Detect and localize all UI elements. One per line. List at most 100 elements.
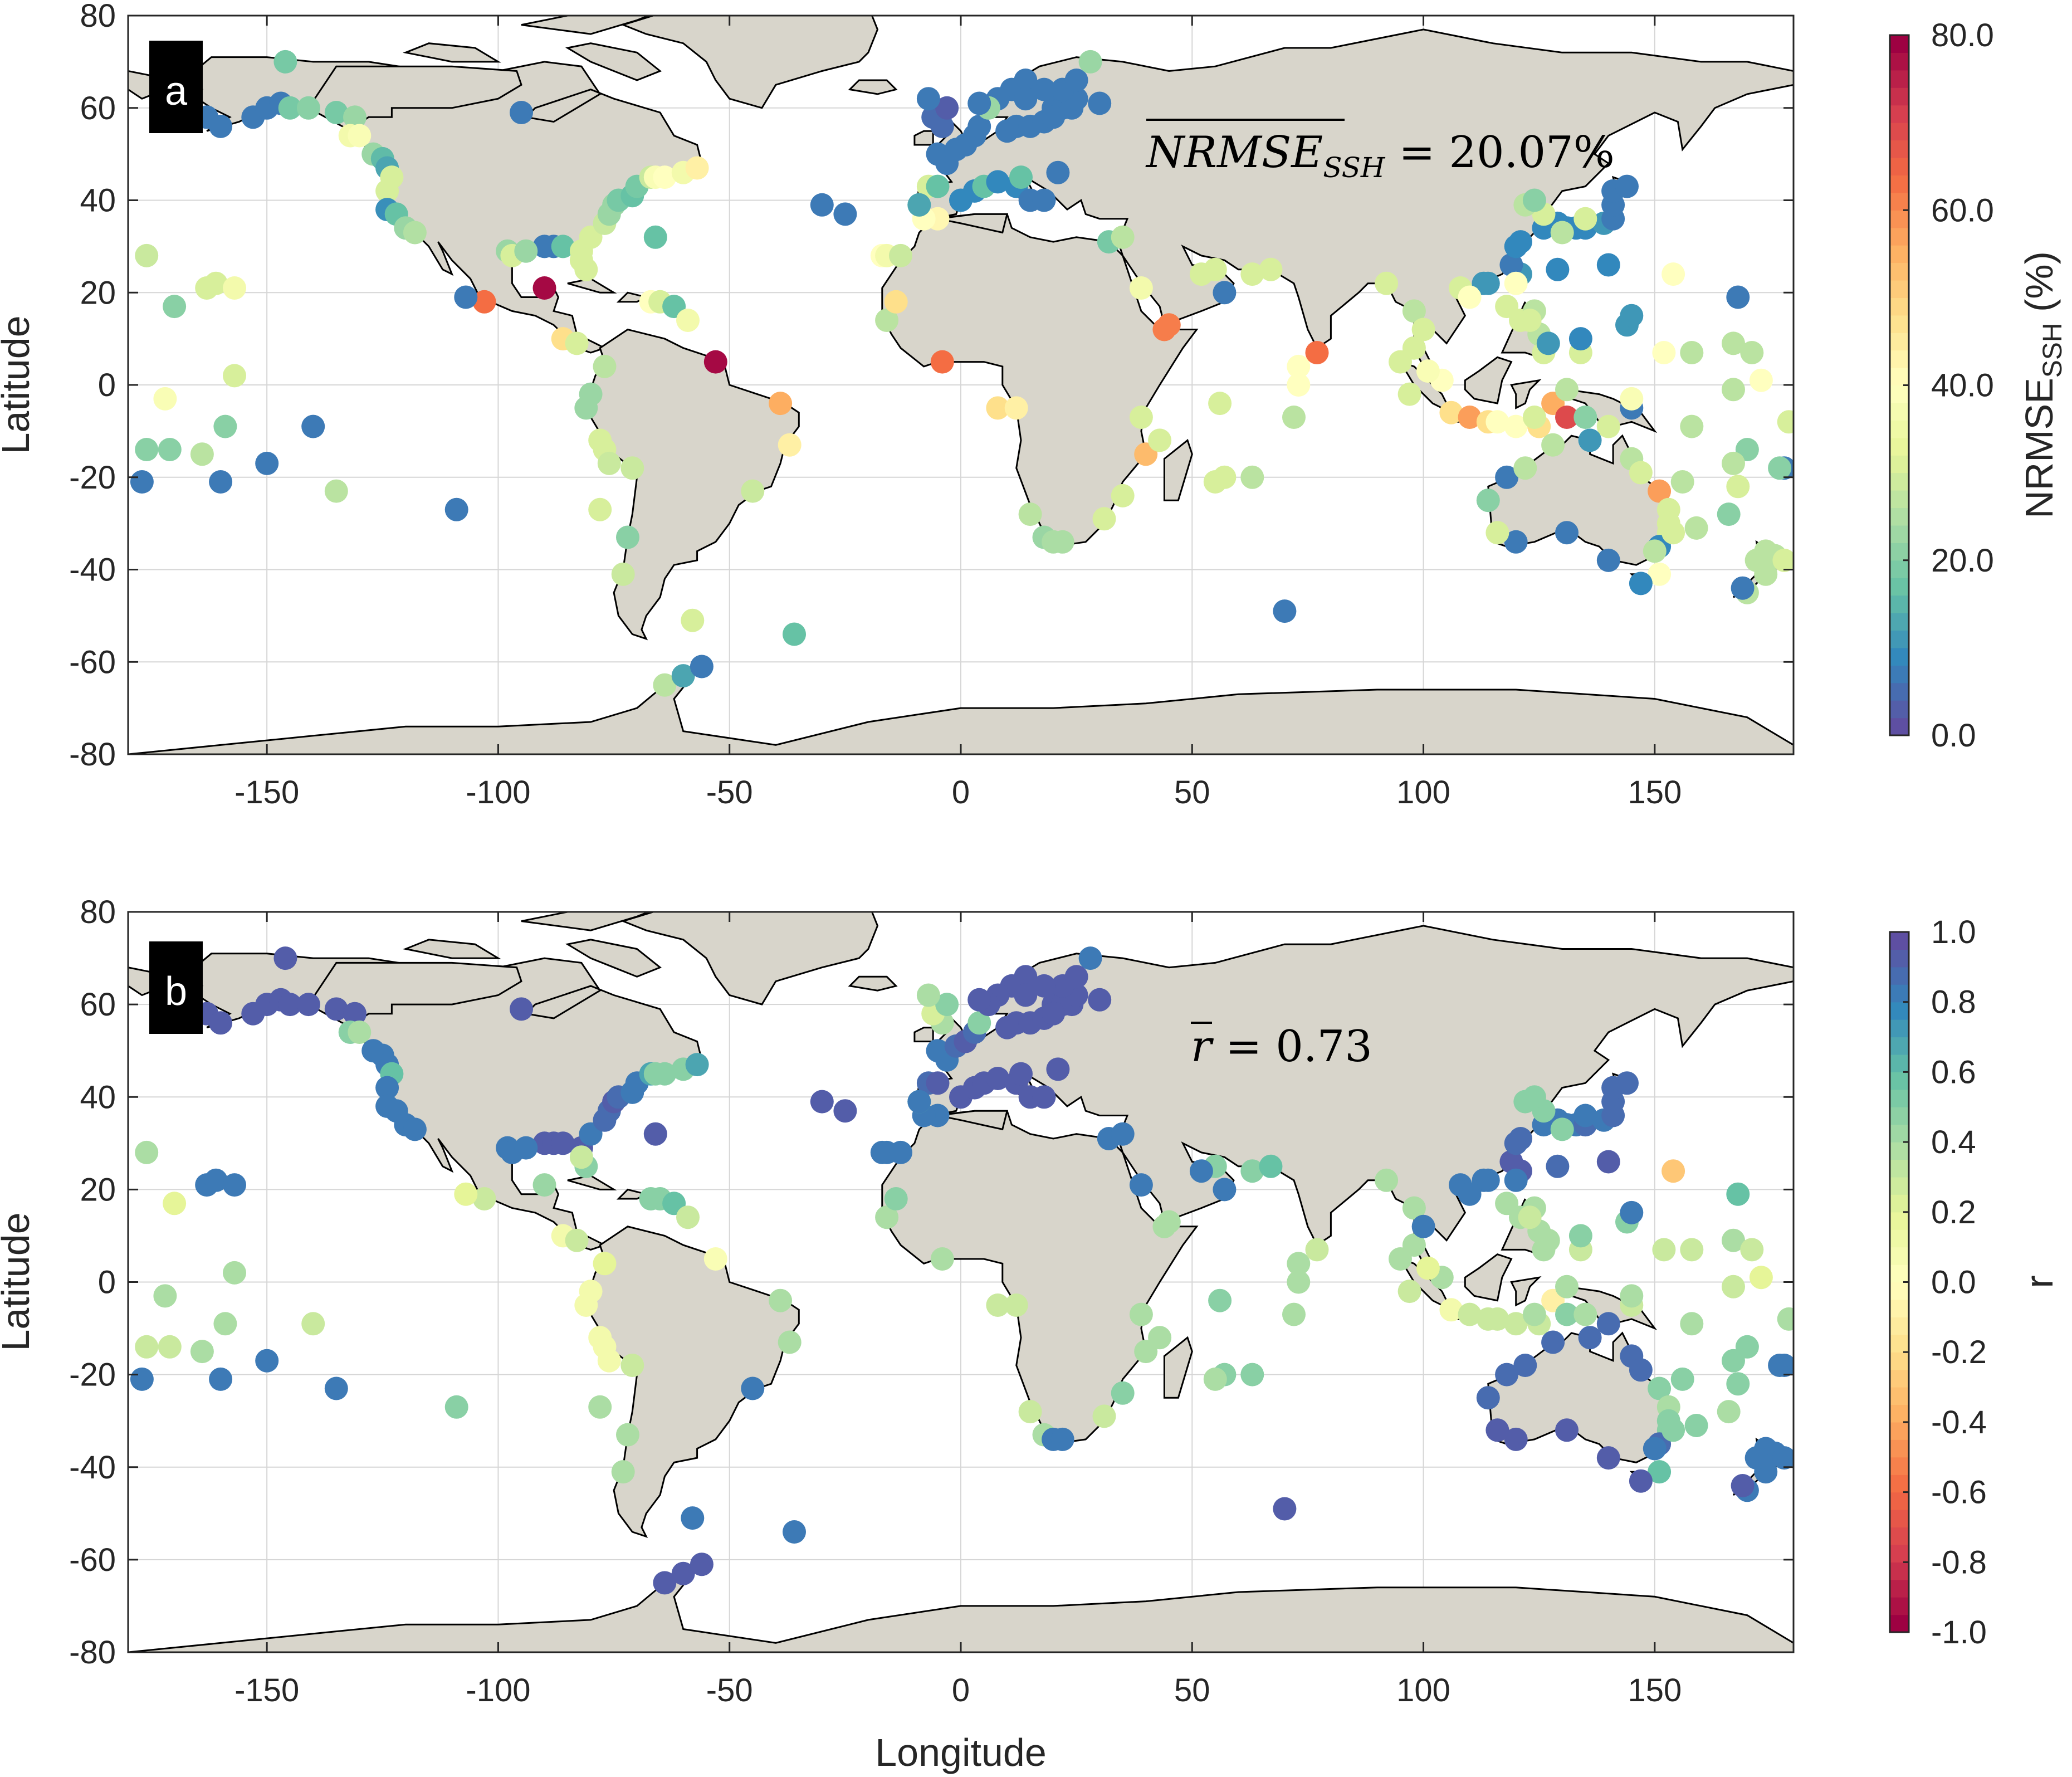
land-polygon xyxy=(620,912,879,1005)
colorbar-tick-label: 0.6 xyxy=(1931,1054,1976,1090)
station-point xyxy=(1661,1418,1685,1442)
station-point xyxy=(593,354,617,378)
panel-a-badge: a xyxy=(149,41,203,133)
station-point xyxy=(1476,1168,1500,1192)
station-point xyxy=(1643,539,1667,563)
colorbar-step xyxy=(1890,1510,1909,1527)
station-point xyxy=(783,1520,806,1544)
station-point xyxy=(930,1247,954,1271)
station-point xyxy=(907,193,931,217)
station-point xyxy=(1018,502,1042,526)
station-point xyxy=(1004,396,1028,420)
colorbar-step xyxy=(1890,70,1909,88)
station-point xyxy=(930,350,954,374)
station-point xyxy=(1772,548,1794,572)
land-polygon xyxy=(1163,1336,1193,1399)
station-point xyxy=(153,387,177,411)
station-point xyxy=(1513,456,1537,480)
colorbar-step xyxy=(1890,1299,1909,1317)
station-point xyxy=(1088,91,1112,115)
station-point xyxy=(1157,313,1181,337)
station-point xyxy=(1680,1312,1704,1336)
y-tick-label: -60 xyxy=(69,1542,116,1578)
station-point xyxy=(1504,414,1528,438)
station-point xyxy=(1213,281,1237,305)
station-point xyxy=(1620,1200,1644,1224)
station-point xyxy=(209,1367,233,1391)
station-point xyxy=(676,1205,700,1229)
station-point xyxy=(1518,309,1542,332)
land-polygon xyxy=(913,1027,934,1043)
colorbar-step xyxy=(1890,1614,1909,1633)
station-point xyxy=(1555,1275,1579,1298)
colorbar-step xyxy=(1890,490,1909,508)
station-point xyxy=(1397,382,1421,406)
colorbar-step xyxy=(1890,1265,1909,1283)
station-point xyxy=(472,1187,496,1210)
station-point xyxy=(1287,373,1311,397)
station-point xyxy=(278,96,302,120)
station-point xyxy=(1282,406,1306,429)
y-tick-label: -20 xyxy=(69,460,116,496)
station-point xyxy=(653,673,677,697)
station-point xyxy=(681,608,705,632)
station-point xyxy=(135,438,159,461)
colorbar-step xyxy=(1890,630,1909,648)
station-point xyxy=(889,1140,912,1164)
station-point xyxy=(1541,433,1565,457)
station-point xyxy=(1684,516,1708,540)
station-point xyxy=(510,997,533,1021)
station-point xyxy=(348,124,372,148)
x-axis-label: Longitude xyxy=(875,1731,1047,1774)
colorbar-step xyxy=(1890,385,1909,403)
station-point xyxy=(593,1252,617,1276)
station-point xyxy=(1546,1154,1570,1178)
colorbar-step xyxy=(1890,1212,1909,1230)
station-point xyxy=(273,946,297,970)
colorbar-step xyxy=(1890,1527,1909,1545)
colorbar-tick-label: -0.2 xyxy=(1931,1334,1987,1370)
station-point xyxy=(1536,1228,1560,1252)
colorbar-step xyxy=(1890,105,1909,123)
colorbar-step xyxy=(1890,315,1909,333)
station-point xyxy=(1504,530,1528,554)
land-polygon xyxy=(565,42,662,81)
station-point xyxy=(1652,1238,1676,1262)
station-point xyxy=(620,1354,644,1377)
station-point xyxy=(597,451,621,475)
colorbar-step xyxy=(1890,158,1909,175)
station-point xyxy=(1555,406,1579,429)
station-point xyxy=(1402,1196,1426,1220)
colorbar-step xyxy=(1890,420,1909,438)
land-polygon xyxy=(1510,1276,1542,1307)
land-polygon xyxy=(567,1174,617,1190)
station-point xyxy=(1615,174,1639,198)
station-point xyxy=(1648,479,1672,503)
colorbar-tick-label: 0.8 xyxy=(1931,984,1976,1021)
x-tick-label: 100 xyxy=(1396,774,1450,811)
station-point xyxy=(884,290,908,314)
station-point xyxy=(1032,77,1056,101)
station-point xyxy=(1596,1150,1620,1174)
station-point xyxy=(916,87,940,111)
station-point xyxy=(611,562,635,586)
station-point xyxy=(1555,1302,1579,1326)
station-point xyxy=(1722,451,1745,475)
colorbar-step xyxy=(1890,1597,1909,1615)
station-point xyxy=(213,1312,237,1336)
station-point xyxy=(444,1395,468,1419)
land-polygon xyxy=(521,16,651,35)
colorbar-step xyxy=(1890,1142,1909,1160)
station-point xyxy=(588,1395,612,1419)
station-point xyxy=(1555,521,1579,545)
colorbar-tick-label: -1.0 xyxy=(1931,1614,1987,1651)
station-point xyxy=(681,1506,705,1530)
station-point xyxy=(769,1288,793,1312)
station-point xyxy=(135,243,159,267)
station-point xyxy=(1550,1117,1574,1141)
station-point xyxy=(1522,1302,1546,1326)
station-point xyxy=(204,1168,228,1192)
land-polygon xyxy=(937,1110,1009,1131)
station-point xyxy=(1777,1307,1794,1331)
station-point xyxy=(1629,1469,1653,1493)
